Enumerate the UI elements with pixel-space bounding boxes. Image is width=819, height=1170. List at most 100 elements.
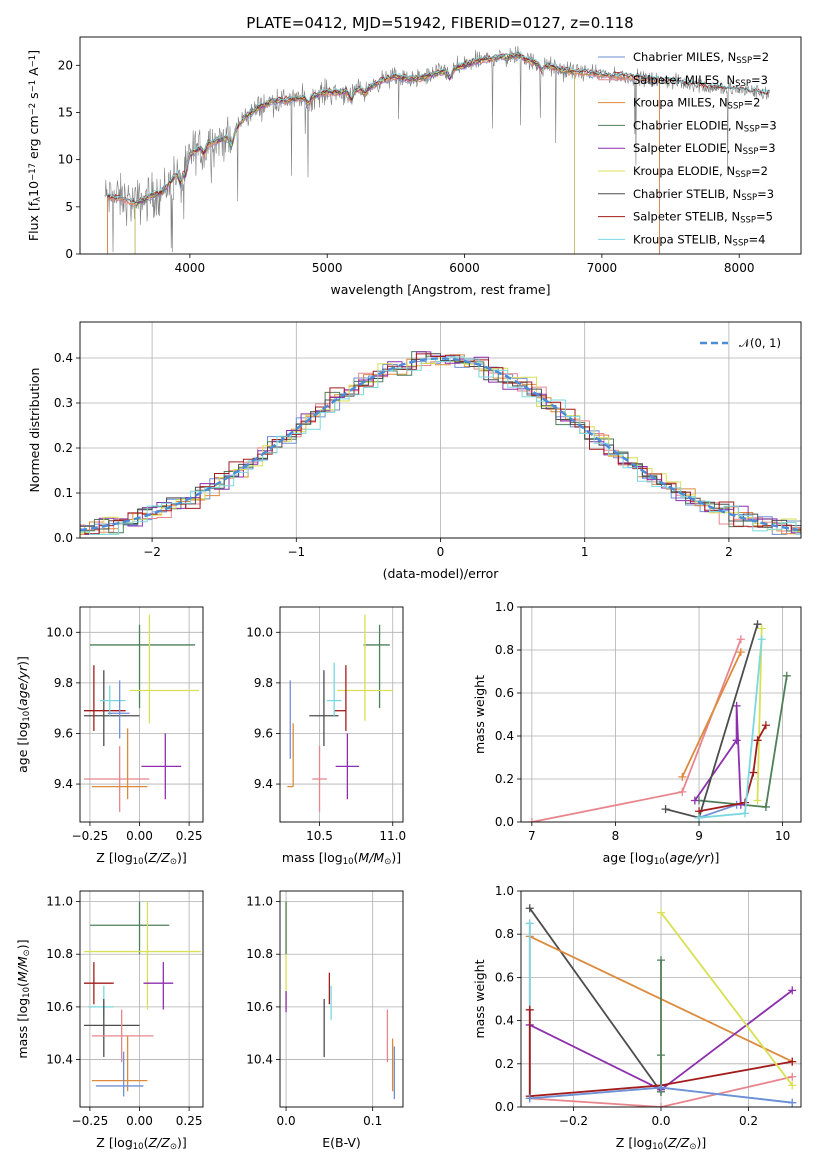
legend-label: 𝒩(0, 1) <box>739 336 781 350</box>
weight-marker <box>749 768 758 777</box>
weight-line <box>531 638 742 822</box>
mass-vs-metallicity-panel: −0.25 0.00 0.25 10.4 10.6 10.8 11.0 Z [log10(Z/… <box>15 890 204 1152</box>
x-tick-label: 1 <box>581 545 589 559</box>
y-tick-label: 10.8 <box>246 947 273 961</box>
histogram-step <box>80 353 801 535</box>
x-tick-label: 11.0 <box>379 829 406 843</box>
plot-area <box>104 45 770 254</box>
x-tick-label: 0.0 <box>651 1114 670 1128</box>
model-spectrum-line <box>134 52 575 254</box>
mass-vs-ebv-panel: 0.0 0.1 10.4 10.6 10.8 11.0 E(B-V) <box>246 890 404 1150</box>
weight-marker <box>732 701 741 710</box>
y-tick-label: 5 <box>65 200 73 214</box>
x-axis-label: wavelength [Angstrom, rest frame] <box>330 282 550 297</box>
y-tick-label: 0.2 <box>54 441 73 455</box>
plot-area <box>287 614 393 812</box>
x-tick-label: 0.0 <box>277 1114 296 1128</box>
y-tick-label: 9.6 <box>254 726 273 740</box>
x-tick-label: 0.1 <box>363 1114 382 1128</box>
axes-frame <box>279 890 404 1108</box>
legend-label: Salpeter STELIB, NSSP=5 <box>633 210 773 226</box>
x-tick-label: 2 <box>725 545 733 559</box>
y-tick-label: 10 <box>58 153 73 167</box>
x-tick-label: −0.25 <box>72 1114 109 1128</box>
axes-frame <box>279 606 404 823</box>
weight-marker <box>736 648 745 657</box>
weight-vs-age-panel: 7 8 9 10 0.0 0.2 0.4 0.6 0.8 1.0 age [log10(age/yr… <box>472 600 802 867</box>
weight-marker <box>695 813 704 822</box>
weight-line <box>698 675 788 808</box>
plot-area <box>285 901 395 1100</box>
weight-marker <box>788 1098 797 1107</box>
x-tick-label: 0.25 <box>176 1114 203 1128</box>
model-spectrum-line <box>134 53 575 254</box>
legend-label: Kroupa STELIB, NSSP=4 <box>633 232 765 248</box>
y-tick-label: 11.0 <box>46 895 73 909</box>
x-axis-label: age [log10(age/yr)] <box>603 850 720 867</box>
weight-marker <box>757 624 766 633</box>
figure-title: PLATE=0412, MJD=51942, FIBERID=0127, z=0… <box>246 14 633 32</box>
weight-marker <box>741 809 749 818</box>
x-tick-label: 10 <box>775 829 790 843</box>
y-tick-label: 20 <box>58 58 73 72</box>
x-tick-label: 8 <box>612 829 620 843</box>
x-tick-label: 8000 <box>724 261 755 275</box>
weight-marker <box>657 908 665 917</box>
legend-label: Kroupa MILES, NSSP=2 <box>633 96 760 112</box>
axes-frame <box>79 36 802 255</box>
residuals-panel: −2 −1 0 1 2 0.0 0.1 0.2 0.3 0.4 𝒩(0, 1) (data-model… <box>27 321 802 581</box>
weight-line <box>756 628 763 801</box>
weight-marker <box>661 805 670 814</box>
y-tick-label: 0.4 <box>495 1014 514 1028</box>
y-tick-label: 1.0 <box>495 600 514 614</box>
y-tick-label: 0.1 <box>54 486 73 500</box>
y-tick-label: 9.8 <box>54 676 73 690</box>
age-vs-metallicity-panel: −0.25 0.00 0.25 9.4 9.6 9.8 10.0 Z [log10(Z/Z⊙)… <box>15 606 204 867</box>
histogram-step <box>80 351 801 535</box>
y-tick-label: 0 <box>65 247 73 261</box>
x-tick-label: 0.25 <box>176 829 203 843</box>
x-tick-label: 10.5 <box>306 829 333 843</box>
weight-marker <box>782 671 791 680</box>
y-tick-label: 0.8 <box>495 927 514 941</box>
x-axis-label: (data-model)/error <box>383 566 500 581</box>
x-tick-label: 6000 <box>449 261 480 275</box>
axes-frame <box>79 890 204 1108</box>
weight-line <box>528 1009 793 1098</box>
weight-marker <box>732 736 741 745</box>
y-tick-label: 9.8 <box>254 676 273 690</box>
weight-marker <box>657 1083 665 1092</box>
y-tick-label: 10.4 <box>246 1053 273 1067</box>
weight-marker <box>690 796 699 805</box>
y-axis-label: Flux [fλ10−17 erg cm−2 s−1 A−1] <box>26 50 43 241</box>
y-tick-label: 0.2 <box>495 1057 514 1071</box>
histogram-step <box>80 353 801 535</box>
legend-label: Salpeter MILES, NSSP=3 <box>633 73 768 89</box>
y-tick-label: 10.6 <box>46 1000 73 1014</box>
histogram-step <box>80 354 801 535</box>
x-tick-label: −0.2 <box>559 1114 588 1128</box>
weight-marker <box>788 986 797 995</box>
legend-label: Chabrier STELIB, NSSP=3 <box>633 187 774 203</box>
axes-frame <box>79 606 204 823</box>
weight-vs-metallicity-panel: −0.2 0.0 0.2 0.0 0.2 0.4 0.6 0.8 1.0 Z [log10(Z/Z… <box>472 884 802 1152</box>
x-axis-label: E(B-V) <box>322 1135 361 1150</box>
histogram-step <box>80 356 801 535</box>
model-spectrum-line <box>107 50 770 203</box>
y-tick-label: 0.8 <box>495 643 514 657</box>
normal-curve <box>80 357 799 532</box>
plot-area <box>525 904 797 1107</box>
x-tick-label: 5000 <box>312 261 343 275</box>
weight-marker <box>753 736 762 745</box>
y-tick-label: 0.2 <box>495 772 514 786</box>
legend-label: Kroupa ELODIE, NSSP=2 <box>633 164 768 180</box>
weight-marker <box>761 802 770 811</box>
x-tick-label: 9 <box>695 829 703 843</box>
y-tick-label: 10.6 <box>246 1000 273 1014</box>
x-tick-label: −2 <box>143 545 161 559</box>
y-tick-label: 10.4 <box>46 1053 73 1067</box>
weight-marker <box>736 635 745 644</box>
weight-marker <box>525 904 534 913</box>
y-tick-label: 0.3 <box>54 396 73 410</box>
legend-label: Salpeter ELODIE, NSSP=3 <box>633 141 776 157</box>
